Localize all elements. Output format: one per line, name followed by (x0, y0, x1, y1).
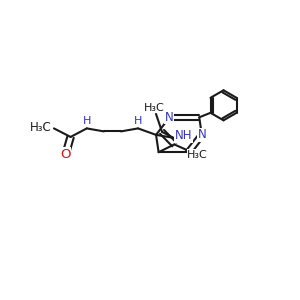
Text: O: O (60, 148, 71, 161)
Text: N: N (165, 111, 174, 124)
Text: H: H (83, 116, 92, 127)
Text: H₃C: H₃C (30, 121, 52, 134)
Text: H₃C: H₃C (187, 150, 208, 160)
Text: H: H (134, 116, 143, 127)
Text: N: N (197, 128, 206, 141)
Text: H₃C: H₃C (143, 103, 164, 113)
Text: NH: NH (175, 129, 193, 142)
